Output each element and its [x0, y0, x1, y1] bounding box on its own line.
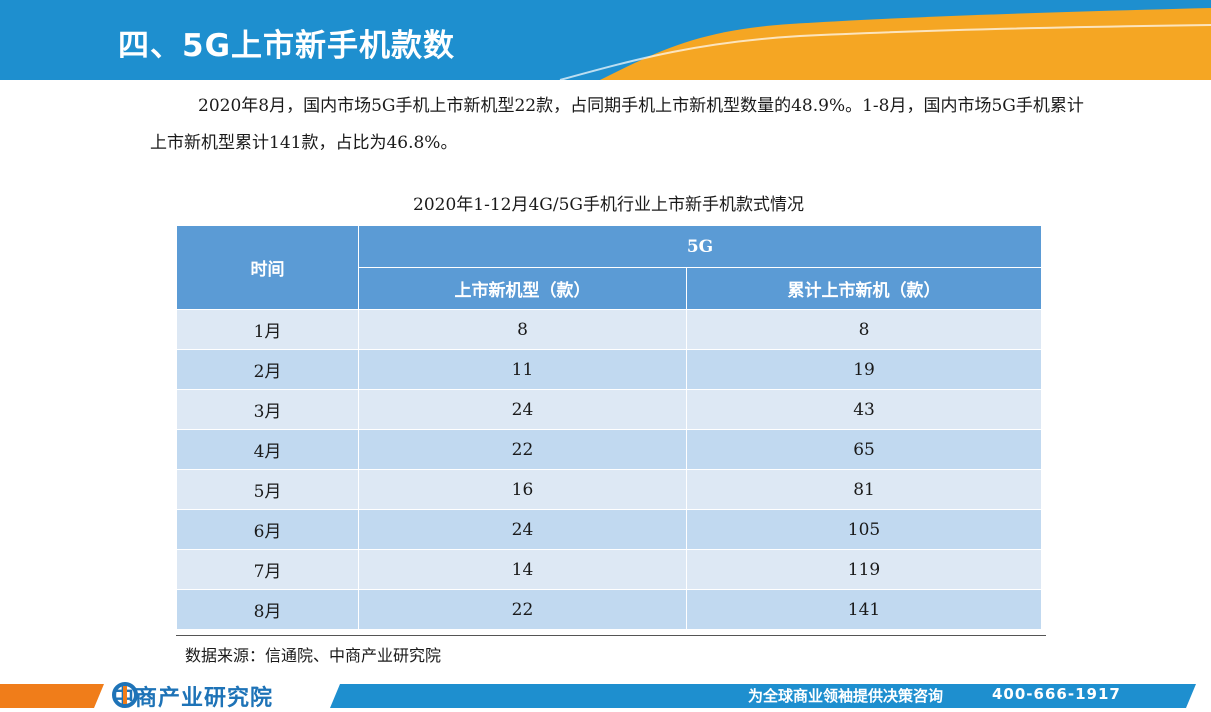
- cell-new: 14: [358, 549, 687, 590]
- cell-cumulative: 19: [685, 349, 1043, 390]
- footer-slogan: 为全球商业领袖提供决策咨询: [748, 687, 944, 705]
- logo-text: 中商产业研究院: [112, 686, 274, 711]
- table-row: 3月 24 43: [176, 389, 1043, 430]
- company-logo: 中商产业研究院: [112, 682, 274, 711]
- table-row: 8月 22 141: [176, 589, 1043, 629]
- cell-month: 3月: [176, 389, 359, 430]
- source-divider: [176, 635, 1046, 636]
- header-cumulative: 累计上市新机（款）: [685, 267, 1043, 310]
- header-banner: 四、5G上市新手机款数: [0, 0, 1211, 80]
- cell-cumulative: 43: [685, 389, 1043, 430]
- cell-new: 22: [358, 429, 687, 470]
- cell-new: 11: [358, 349, 687, 390]
- cell-cumulative: 141: [685, 589, 1043, 629]
- table-title: 2020年1-12月4G/5G手机行业上市新手机款式情况: [413, 195, 804, 215]
- cell-month: 1月: [176, 309, 359, 350]
- footer-stripes-decoration: [0, 684, 1196, 708]
- intro-paragraph: 2020年8月，国内市场5G手机上市新机型22款，占同期手机上市新机型数量的48…: [150, 96, 1084, 153]
- header-5g-group: 5G: [357, 225, 1043, 268]
- header-new-models: 上市新机型（款）: [358, 267, 687, 310]
- table-row: 6月 24 105: [176, 509, 1043, 550]
- cell-cumulative: 65: [685, 429, 1043, 470]
- cell-new: 8: [358, 309, 687, 350]
- cell-month: 2月: [176, 349, 359, 390]
- table-row: 7月 14 119: [176, 549, 1043, 590]
- cell-cumulative: 119: [685, 549, 1043, 590]
- cell-cumulative: 81: [685, 469, 1043, 510]
- cell-new: 16: [358, 469, 687, 510]
- source-note: 数据来源：信通院、中商产业研究院: [185, 646, 442, 665]
- cell-month: 4月: [176, 429, 359, 470]
- cell-month: 7月: [176, 549, 359, 590]
- table-row: 1月 8 8: [176, 309, 1043, 350]
- table-row: 5月 16 81: [176, 469, 1043, 510]
- footer-phone: 400-666-1917: [992, 685, 1121, 703]
- header-wave-decoration: [559, 8, 1211, 80]
- footer-bar: 中商产业研究院 为全球商业领袖提供决策咨询 400-666-1917: [0, 680, 1211, 712]
- cell-cumulative: 8: [685, 309, 1043, 350]
- table-row: 4月 22 65: [176, 429, 1043, 470]
- logo-emblem-icon: [112, 682, 138, 708]
- cell-new: 24: [358, 509, 687, 550]
- cell-month: 6月: [176, 509, 359, 550]
- header-time: 时间: [176, 225, 359, 310]
- table-row: 2月 11 19: [176, 349, 1043, 390]
- page-title: 四、5G上市新手机款数: [118, 28, 456, 64]
- cell-month: 5月: [176, 469, 359, 510]
- cell-cumulative: 105: [685, 509, 1043, 550]
- cell-month: 8月: [176, 589, 359, 629]
- cell-new: 22: [358, 589, 687, 629]
- data-table: 时间 5G 上市新机型（款） 累计上市新机（款） 1月 8 8 2月 11 19…: [176, 225, 1043, 629]
- cell-new: 24: [358, 389, 687, 430]
